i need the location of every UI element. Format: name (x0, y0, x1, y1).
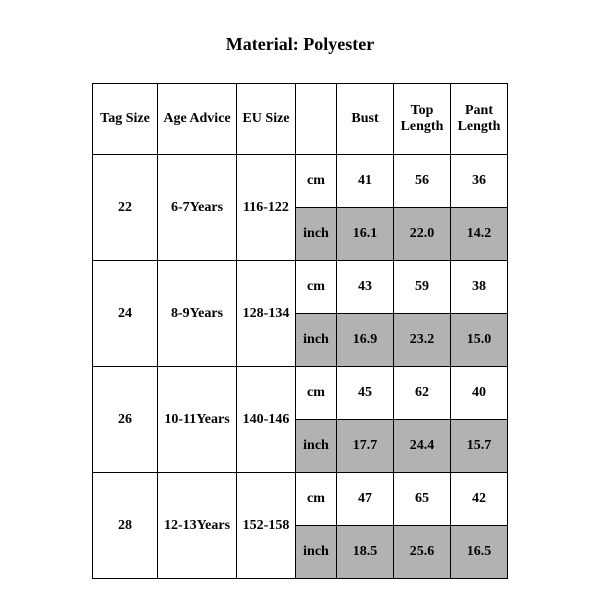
cell-top-length: 56 (394, 155, 451, 208)
table-row: 22 6-7Years 116-122 cm 41 56 36 (93, 155, 508, 208)
col-age-advice: Age Advice (158, 84, 237, 155)
table-row: 28 12-13Years 152-158 cm 47 65 42 (93, 473, 508, 526)
cell-eu-size: 128-134 (237, 261, 296, 367)
col-bust: Bust (337, 84, 394, 155)
cell-bust: 47 (337, 473, 394, 526)
col-tag-size: Tag Size (93, 84, 158, 155)
cell-unit-inch: inch (296, 314, 337, 367)
cell-top-length: 24.4 (394, 420, 451, 473)
cell-top-length: 59 (394, 261, 451, 314)
cell-eu-size: 140-146 (237, 367, 296, 473)
size-table: Tag Size Age Advice EU Size Bust Top Len… (92, 83, 508, 579)
cell-age-advice: 12-13Years (158, 473, 237, 579)
cell-unit-cm: cm (296, 155, 337, 208)
cell-bust: 45 (337, 367, 394, 420)
cell-top-length: 62 (394, 367, 451, 420)
col-pant-length: Pant Length (451, 84, 508, 155)
cell-tag-size: 24 (93, 261, 158, 367)
cell-bust: 18.5 (337, 526, 394, 579)
cell-age-advice: 6-7Years (158, 155, 237, 261)
cell-pant-length: 38 (451, 261, 508, 314)
cell-bust: 17.7 (337, 420, 394, 473)
cell-tag-size: 28 (93, 473, 158, 579)
cell-pant-length: 40 (451, 367, 508, 420)
cell-pant-length: 36 (451, 155, 508, 208)
col-unit (296, 84, 337, 155)
cell-pant-length: 15.0 (451, 314, 508, 367)
cell-age-advice: 10-11Years (158, 367, 237, 473)
cell-top-length: 23.2 (394, 314, 451, 367)
cell-tag-size: 22 (93, 155, 158, 261)
table-row: 24 8-9Years 128-134 cm 43 59 38 (93, 261, 508, 314)
cell-pant-length: 15.7 (451, 420, 508, 473)
cell-pant-length: 16.5 (451, 526, 508, 579)
cell-eu-size: 116-122 (237, 155, 296, 261)
cell-bust: 16.9 (337, 314, 394, 367)
table-body: 22 6-7Years 116-122 cm 41 56 36 inch 16.… (93, 155, 508, 579)
cell-eu-size: 152-158 (237, 473, 296, 579)
cell-unit-cm: cm (296, 261, 337, 314)
cell-top-length: 22.0 (394, 208, 451, 261)
cell-top-length: 25.6 (394, 526, 451, 579)
cell-pant-length: 14.2 (451, 208, 508, 261)
cell-bust: 43 (337, 261, 394, 314)
cell-bust: 41 (337, 155, 394, 208)
page: Material: Polyester Tag Size Age Advice … (0, 0, 600, 600)
col-eu-size: EU Size (237, 84, 296, 155)
table-row: 26 10-11Years 140-146 cm 45 62 40 (93, 367, 508, 420)
page-title: Material: Polyester (0, 0, 600, 83)
cell-pant-length: 42 (451, 473, 508, 526)
cell-bust: 16.1 (337, 208, 394, 261)
cell-unit-cm: cm (296, 473, 337, 526)
cell-unit-inch: inch (296, 208, 337, 261)
cell-unit-cm: cm (296, 367, 337, 420)
table-header-row: Tag Size Age Advice EU Size Bust Top Len… (93, 84, 508, 155)
cell-top-length: 65 (394, 473, 451, 526)
col-top-length: Top Length (394, 84, 451, 155)
cell-unit-inch: inch (296, 420, 337, 473)
cell-unit-inch: inch (296, 526, 337, 579)
cell-age-advice: 8-9Years (158, 261, 237, 367)
cell-tag-size: 26 (93, 367, 158, 473)
